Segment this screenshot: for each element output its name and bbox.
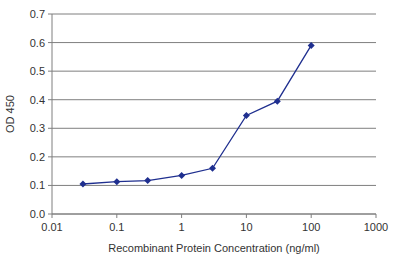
x-tick bbox=[181, 214, 182, 218]
x-tick bbox=[246, 214, 247, 218]
grid-line bbox=[52, 42, 376, 43]
y-axis bbox=[52, 14, 53, 214]
x-tick-label: 10 bbox=[240, 221, 252, 233]
data-point bbox=[243, 112, 250, 119]
y-tick bbox=[48, 42, 52, 43]
grid-line bbox=[52, 71, 376, 72]
grid-line bbox=[52, 185, 376, 186]
data-point bbox=[79, 181, 86, 188]
x-tick bbox=[376, 214, 377, 218]
y-tick bbox=[48, 71, 52, 72]
x-axis-title: Recombinant Protein Concentration (ng/ml… bbox=[108, 242, 320, 254]
data-line bbox=[83, 45, 311, 184]
data-point bbox=[144, 177, 151, 184]
y-tick bbox=[48, 128, 52, 129]
x-tick-label: 100 bbox=[302, 221, 320, 233]
data-point bbox=[274, 98, 281, 105]
x-tick-label: 1000 bbox=[364, 221, 388, 233]
y-tick-label: 0.7 bbox=[30, 8, 45, 20]
y-tick-label: 0.5 bbox=[30, 65, 45, 77]
y-axis-title: OD 450 bbox=[4, 95, 16, 133]
y-tick-label: 0.0 bbox=[30, 208, 45, 220]
y-tick-label: 0.1 bbox=[30, 179, 45, 191]
y-tick-label: 0.4 bbox=[30, 94, 45, 106]
plot-area bbox=[79, 42, 314, 188]
y-tick bbox=[48, 156, 52, 157]
data-point bbox=[308, 42, 315, 49]
data-point bbox=[113, 178, 120, 185]
y-tick bbox=[48, 99, 52, 100]
y-tick bbox=[48, 214, 52, 215]
chart: 0.0 0.1 0.2 0.3 0.4 0.5 0.6 0.7 0.01 0.1 1 10 100 100… bbox=[0, 0, 400, 267]
x-tick-label: 0.1 bbox=[109, 221, 124, 233]
grid-line bbox=[52, 156, 376, 157]
x-tick-label: 1 bbox=[179, 221, 185, 233]
x-tick bbox=[311, 214, 312, 218]
x-axis bbox=[52, 214, 376, 215]
y-tick-label: 0.3 bbox=[30, 122, 45, 134]
grid-line bbox=[52, 99, 376, 100]
x-tick bbox=[116, 214, 117, 218]
grid-line bbox=[52, 14, 376, 15]
y-tick-label: 0.2 bbox=[30, 151, 45, 163]
y-tick-label: 0.6 bbox=[30, 37, 45, 49]
x-tick bbox=[52, 214, 53, 218]
grid-line bbox=[52, 214, 376, 215]
y-tick bbox=[48, 14, 52, 15]
grid-line bbox=[52, 128, 376, 129]
x-tick-label: 0.01 bbox=[41, 221, 62, 233]
y-tick bbox=[48, 185, 52, 186]
data-point bbox=[209, 165, 216, 172]
data-point bbox=[178, 172, 185, 179]
